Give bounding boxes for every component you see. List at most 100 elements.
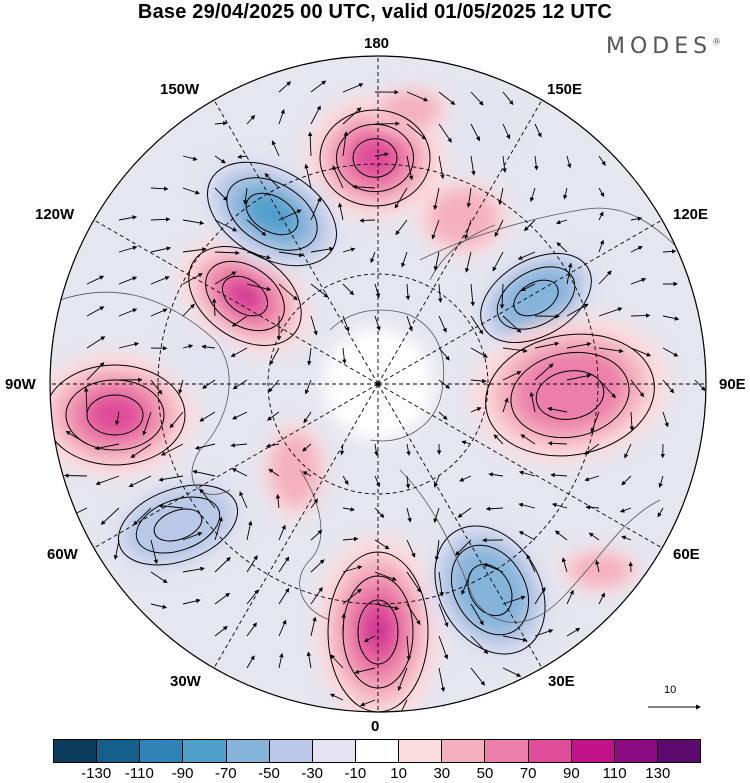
anomaly-region: [351, 136, 399, 180]
wind-vector: [585, 505, 600, 510]
wind-vector: [265, 443, 280, 448]
wind-vector: [455, 539, 472, 556]
wind-vector: [694, 379, 706, 392]
wind-vector: [529, 391, 536, 413]
wind-vector: [470, 407, 482, 413]
wind-vector: [470, 603, 484, 626]
colorbar-tick-label: -130: [81, 765, 112, 782]
wind-vector: [342, 83, 364, 93]
colorbar-swatch: [54, 740, 98, 762]
wind-vector: [237, 154, 248, 159]
contour-line: [485, 333, 655, 457]
wind-vector: [232, 411, 248, 420]
wind-vector: [394, 187, 408, 209]
wind-vector: [470, 155, 476, 176]
wind-vector: [83, 387, 89, 413]
wind-vector: [266, 411, 280, 421]
wind-vector: [310, 246, 334, 253]
wind-vector: [466, 187, 472, 208]
wind-vector: [246, 283, 272, 292]
colorbar-swatch: [140, 740, 184, 762]
wind-vector: [118, 341, 140, 349]
wind-vector: [65, 431, 88, 445]
wind-vector: [214, 556, 231, 573]
contour-line: [467, 563, 513, 617]
wind-vector: [534, 629, 554, 637]
contour-line: [188, 246, 302, 346]
coastline: [299, 469, 331, 621]
wind-vector: [182, 273, 203, 285]
wind-vector: [113, 539, 120, 560]
wind-vector: [598, 239, 605, 253]
wind-vector: [310, 559, 325, 573]
wind-vector: [598, 307, 623, 317]
wind-vector: [182, 219, 205, 226]
coastline: [399, 469, 661, 623]
wind-vector: [630, 379, 645, 398]
anomaly-region: [427, 188, 499, 248]
wind-vector: [363, 635, 376, 642]
wind-vector: [629, 411, 635, 431]
wind-vector: [304, 163, 312, 189]
wind-vector: [470, 123, 480, 142]
wind-vector: [182, 303, 195, 317]
coastline: [59, 291, 231, 495]
wind-vectors: [64, 80, 706, 712]
wind-vector: [374, 152, 389, 157]
meridian-line: [377, 97, 544, 385]
wind-vector: [214, 592, 231, 605]
wind-vector: [438, 123, 452, 143]
wind-vector: [566, 627, 581, 637]
wind-vector: [438, 603, 449, 628]
wind-vector: [406, 507, 412, 523]
wind-vector: [182, 155, 198, 161]
wind-vector: [246, 114, 256, 125]
wind-vector: [118, 245, 138, 253]
lon-label-30e: 30E: [548, 673, 575, 690]
wind-vector: [133, 507, 152, 526]
wind-vector: [405, 283, 411, 301]
wind-vector: [342, 107, 362, 125]
meridian-line: [377, 383, 665, 550]
wind-vector: [310, 616, 317, 637]
wind-vector: [374, 603, 400, 611]
colorbar-tick-label: 130: [645, 765, 671, 782]
lon-label-0: 0: [371, 718, 380, 735]
wind-vector: [182, 247, 207, 253]
wind-vector: [330, 654, 344, 669]
anomaly-region: [440, 95, 520, 155]
wind-vector: [630, 347, 652, 357]
wind-vector: [598, 347, 624, 354]
wind-vector: [310, 105, 321, 125]
wind-vector: [264, 173, 280, 189]
wind-vector: [526, 554, 536, 573]
wind-vector: [302, 443, 312, 452]
wind-vector: [278, 587, 290, 605]
wind-vector: [534, 123, 542, 138]
wind-vector: [438, 155, 445, 180]
wind-vector: [342, 283, 355, 296]
wind-vector: [502, 347, 528, 353]
wind-vector: [502, 397, 509, 413]
anomaly-region: [378, 91, 442, 129]
wind-vector: [246, 520, 253, 541]
wind-vector: [342, 475, 349, 486]
contour-line: [50, 364, 186, 466]
wind-vector: [230, 442, 248, 448]
contour-line: [352, 138, 398, 178]
anomaly-region: [270, 432, 320, 508]
wind-vector: [518, 470, 536, 477]
wind-vector: [178, 379, 184, 395]
wind-vector: [529, 187, 536, 202]
wind-vector: [438, 571, 444, 597]
wind-vector: [470, 635, 489, 655]
wind-vector: [470, 315, 484, 335]
wind-vector: [395, 219, 408, 236]
wind-vector: [658, 475, 664, 488]
contour-line: [480, 252, 592, 344]
colorbar-tick-label: -50: [258, 765, 280, 782]
wind-vector: [492, 251, 504, 272]
wind-vector: [214, 121, 228, 126]
colorbar-tick-label: 70: [519, 765, 537, 782]
wind-vector: [399, 699, 408, 712]
